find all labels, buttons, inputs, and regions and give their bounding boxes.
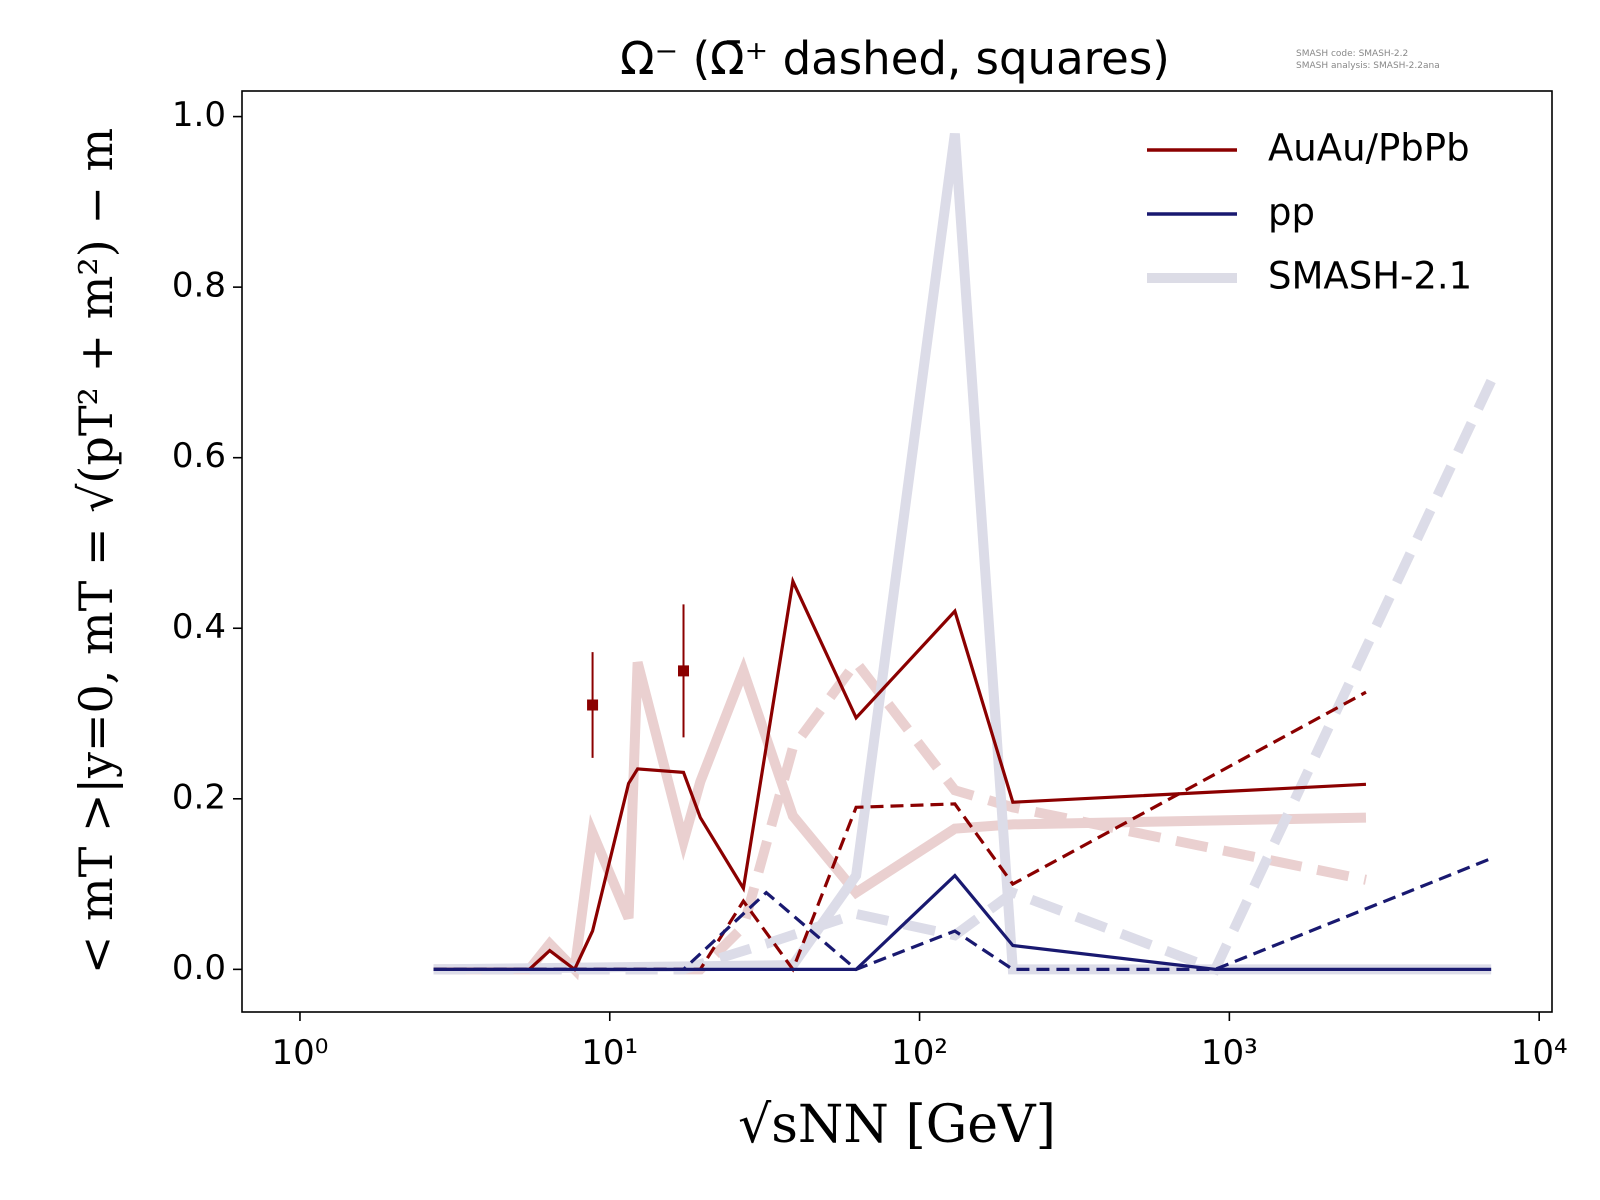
y-tick-label: 0.0 (172, 948, 226, 988)
x-tick-label: 10² (891, 1033, 948, 1073)
x-tick-label: 10⁰ (272, 1033, 329, 1073)
legend-label: AuAu/PbPb (1268, 127, 1470, 170)
x-tick-label: 10⁴ (1511, 1033, 1568, 1073)
legend-label: SMASH-2.1 (1268, 255, 1472, 298)
data-point (678, 665, 690, 677)
plot-frame (241, 90, 1553, 1013)
y-tick-label: 0.6 (172, 436, 226, 476)
series-line (433, 857, 1492, 972)
x-tick-label: 10¹ (581, 1033, 638, 1073)
y-tick-label: 1.0 (172, 95, 226, 135)
x-tick-label: 10³ (1201, 1033, 1258, 1073)
chart-title: Ω⁻ (Ω̄⁺ dashed, squares) (620, 32, 1170, 85)
data-point (587, 699, 599, 711)
annotation: SMASH analysis: SMASH-2.2ana (1296, 61, 1440, 71)
x-axis-label: √sNN [GeV] (738, 1095, 1056, 1155)
series-line (433, 873, 1492, 971)
y-axis-label: < mT >|y=0, mT = √(pT² + m²) − m (69, 128, 123, 974)
legend-label: pp (1268, 191, 1315, 234)
annotation: SMASH code: SMASH-2.2 (1296, 49, 1408, 59)
y-tick-label: 0.4 (172, 607, 226, 647)
series-line (433, 656, 1367, 981)
series-line (433, 575, 1367, 972)
y-tick-label: 0.8 (172, 266, 226, 306)
y-tick-label: 0.2 (172, 777, 226, 817)
